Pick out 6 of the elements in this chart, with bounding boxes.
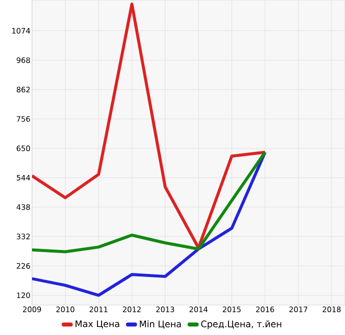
legend-label: Сред.Цена, т.йен — [201, 320, 282, 330]
line-series — [32, 150, 267, 297]
line-series — [32, 150, 267, 254]
legend-label: Min Цена — [140, 320, 181, 329]
legend-label: Max Цена — [76, 320, 120, 328]
line-series — [32, 2, 267, 250]
